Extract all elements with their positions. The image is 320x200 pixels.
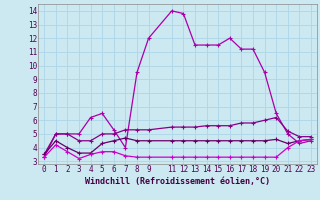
X-axis label: Windchill (Refroidissement éolien,°C): Windchill (Refroidissement éolien,°C): [85, 177, 270, 186]
